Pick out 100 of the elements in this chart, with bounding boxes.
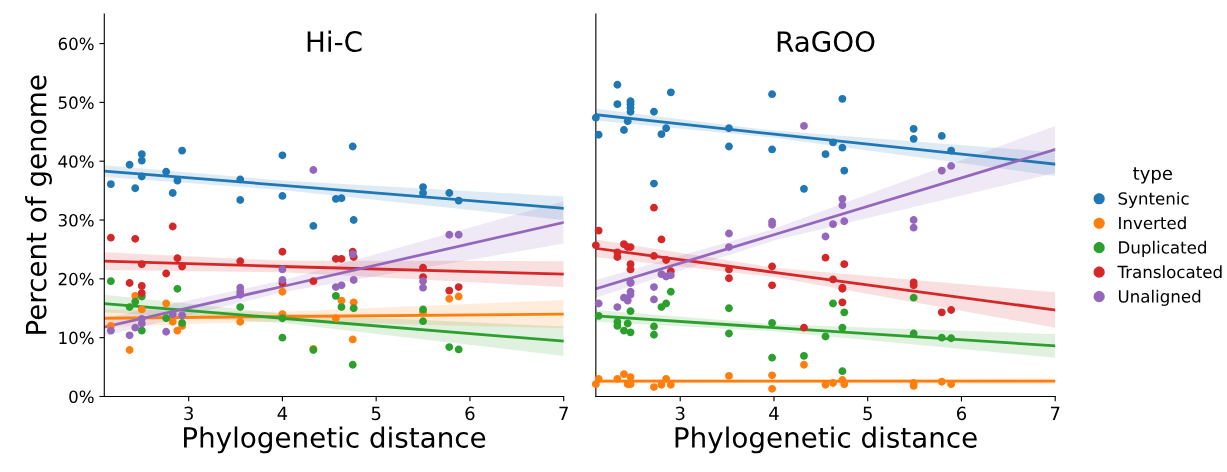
point (623, 296, 632, 305)
point (349, 276, 358, 284)
point (137, 150, 146, 159)
legend-label: Syntenic (1118, 191, 1189, 209)
point (947, 161, 956, 170)
point (909, 216, 918, 224)
point (236, 303, 245, 311)
point (594, 311, 603, 320)
point (309, 166, 318, 174)
x-tick-label: 6 (465, 406, 475, 421)
point (125, 160, 134, 169)
point (419, 317, 427, 326)
point (662, 124, 671, 133)
point (178, 146, 187, 155)
point (125, 346, 134, 354)
point (278, 287, 287, 296)
point (613, 374, 622, 383)
point (348, 142, 357, 151)
point (173, 284, 182, 293)
point (591, 380, 600, 389)
point (947, 334, 956, 343)
point (840, 308, 849, 317)
point (309, 221, 318, 230)
point (725, 243, 733, 252)
point (278, 265, 287, 274)
x-axis-title: Phylogenetic distance (184, 426, 486, 454)
point (419, 263, 427, 272)
point (821, 150, 830, 159)
point (337, 254, 346, 263)
point (454, 196, 463, 205)
point (125, 331, 134, 340)
point (331, 314, 340, 323)
x-tick-label: 7 (559, 406, 568, 420)
y-tick-label: 40% (58, 155, 94, 168)
point (445, 343, 454, 351)
x-tick-label: 3 (184, 406, 193, 421)
point (620, 370, 628, 379)
point (838, 201, 847, 210)
point (348, 335, 357, 344)
point (162, 314, 171, 323)
point (947, 146, 956, 155)
point (725, 274, 733, 283)
point (162, 269, 171, 278)
point (838, 367, 847, 376)
point (613, 303, 622, 311)
point (106, 233, 115, 242)
point (909, 124, 918, 133)
point (131, 297, 140, 306)
x-tick-label: 3 (675, 406, 685, 421)
point (800, 323, 808, 332)
point (445, 294, 454, 303)
point (337, 281, 346, 290)
legend-label: Inverted (1119, 216, 1186, 230)
y-axis-title: Percent of genome (25, 75, 52, 334)
y-tick-label: 60% (58, 37, 94, 51)
chart-title: RaGOO (777, 31, 875, 53)
legend-label: Unaligned (1118, 289, 1201, 306)
point (168, 189, 177, 197)
point (838, 143, 847, 152)
point (800, 360, 808, 369)
point (768, 90, 777, 99)
point (768, 281, 777, 290)
point (662, 299, 671, 308)
x-tick-label: 5 (863, 406, 872, 421)
point (821, 232, 830, 241)
point (337, 194, 346, 203)
point (650, 107, 658, 116)
x-tick-label: 5 (371, 406, 381, 421)
point (768, 262, 777, 271)
point (620, 326, 628, 335)
point (168, 222, 177, 231)
point (725, 329, 733, 338)
point (278, 333, 287, 342)
point (725, 229, 733, 238)
point (594, 299, 603, 308)
legend-title: type (1133, 167, 1172, 184)
point (725, 142, 733, 151)
x-tick-label: 7 (1050, 406, 1060, 420)
point (838, 94, 847, 103)
point (137, 172, 146, 181)
point (657, 130, 666, 139)
point (137, 281, 146, 290)
point (838, 298, 847, 307)
point (800, 351, 808, 360)
point (337, 303, 346, 311)
point (137, 305, 146, 314)
y-tick-label: 50% (58, 96, 94, 109)
point (445, 189, 454, 197)
point (829, 275, 837, 284)
point (937, 377, 946, 386)
y-tick-label: 0% (69, 390, 94, 404)
point (594, 226, 603, 235)
point (840, 217, 849, 226)
point (168, 310, 177, 319)
point (768, 384, 777, 393)
point (829, 379, 837, 387)
point (800, 184, 808, 193)
point (137, 156, 146, 165)
y-tick-label: 20% (58, 272, 94, 286)
point (662, 256, 671, 264)
